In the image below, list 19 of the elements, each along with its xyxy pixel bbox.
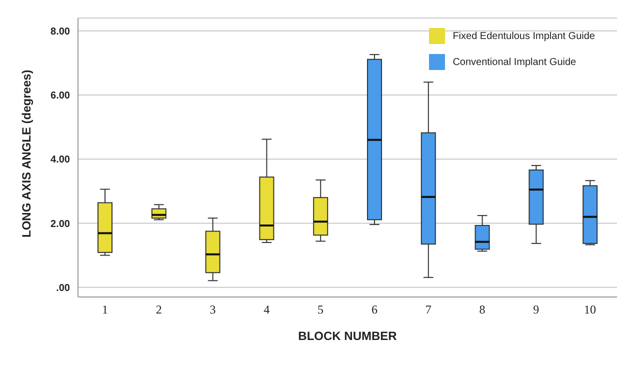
x-tick-label: 7 [425, 302, 432, 317]
x-tick-label: 8 [479, 302, 486, 317]
legend-label: Conventional Implant Guide [452, 56, 576, 68]
x-tick-label: 10 [584, 302, 596, 317]
y-tick-label: 8.00 [50, 26, 70, 38]
x-tick-label: 9 [533, 302, 540, 317]
x-tick-label: 3 [210, 302, 216, 317]
y-tick-label: .00 [56, 282, 70, 294]
x-tick-label: 6 [371, 302, 378, 317]
legend-label: Fixed Edentulous Implant Guide [452, 30, 595, 42]
y-tick-label: 2.00 [50, 218, 70, 230]
x-tick-label: 5 [318, 302, 324, 317]
x-axis-title: BLOCK NUMBER [298, 329, 398, 343]
x-tick-label: 4 [264, 302, 270, 317]
y-axis-title: LONG AXIS ANGLE (degrees) [19, 70, 34, 238]
x-tick-label: 2 [156, 302, 162, 317]
x-tick-label: 1 [102, 302, 108, 317]
y-tick-label: 6.00 [50, 90, 70, 102]
y-tick-label: 4.00 [50, 154, 70, 166]
